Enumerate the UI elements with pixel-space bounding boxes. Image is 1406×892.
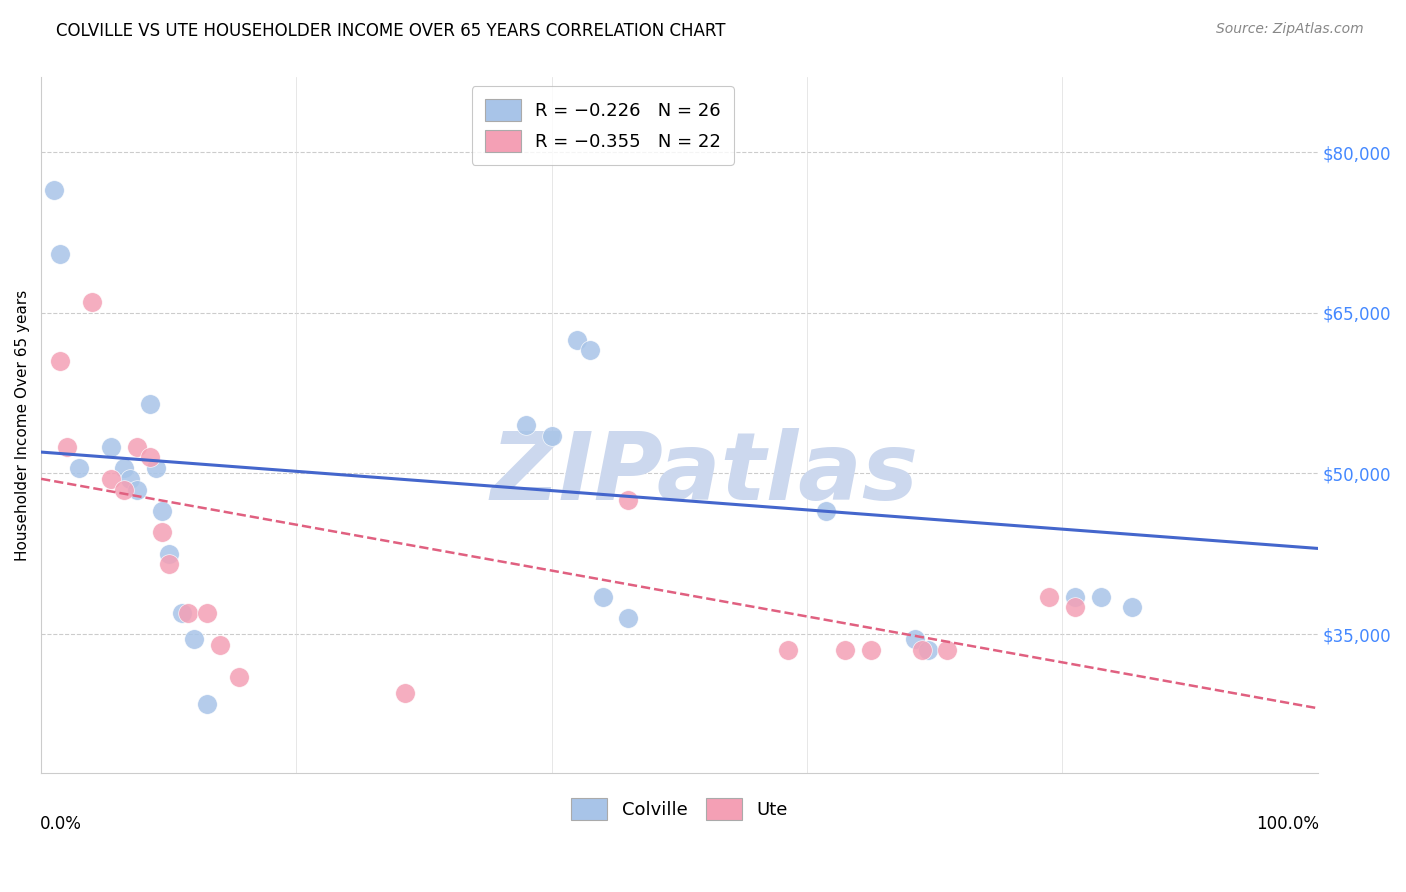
Colville <box>145 461 167 475</box>
Colville <box>1121 600 1143 615</box>
Ute <box>228 670 250 684</box>
Colville <box>157 547 180 561</box>
Colville <box>815 504 838 518</box>
Ute <box>125 440 148 454</box>
Text: COLVILLE VS UTE HOUSEHOLDER INCOME OVER 65 YEARS CORRELATION CHART: COLVILLE VS UTE HOUSEHOLDER INCOME OVER … <box>56 22 725 40</box>
Colville <box>100 440 122 454</box>
Colville <box>1064 590 1087 604</box>
Colville <box>138 397 160 411</box>
Colville <box>67 461 90 475</box>
Text: ZIPatlas: ZIPatlas <box>491 428 920 520</box>
Colville <box>592 590 614 604</box>
Colville <box>125 483 148 497</box>
Ute <box>617 493 640 508</box>
Ute <box>138 450 160 465</box>
Colville <box>49 247 72 261</box>
Ute <box>911 643 934 657</box>
Ute <box>776 643 799 657</box>
Colville <box>42 183 65 197</box>
Ute <box>112 483 135 497</box>
Ute <box>936 643 959 657</box>
Y-axis label: Householder Income Over 65 years: Householder Income Over 65 years <box>15 290 30 561</box>
Ute <box>100 472 122 486</box>
Ute <box>195 606 218 620</box>
Colville <box>917 643 939 657</box>
Ute <box>859 643 882 657</box>
Ute <box>150 525 173 540</box>
Text: Source: ZipAtlas.com: Source: ZipAtlas.com <box>1216 22 1364 37</box>
Ute <box>157 558 180 572</box>
Colville <box>904 632 927 647</box>
Ute <box>1064 600 1087 615</box>
Colville <box>120 472 142 486</box>
Ute <box>834 643 856 657</box>
Ute <box>1038 590 1060 604</box>
Colville <box>515 418 537 433</box>
Text: 0.0%: 0.0% <box>39 815 82 833</box>
Colville <box>617 611 640 625</box>
Colville <box>112 461 135 475</box>
Legend: Colville, Ute: Colville, Ute <box>564 790 794 827</box>
Colville <box>540 429 562 443</box>
Ute <box>208 638 231 652</box>
Ute <box>177 606 200 620</box>
Ute <box>394 686 416 700</box>
Colville <box>579 343 602 358</box>
Ute <box>55 440 77 454</box>
Colville <box>170 606 193 620</box>
Colville <box>567 333 589 347</box>
Colville <box>195 697 218 711</box>
Colville <box>1090 590 1112 604</box>
Ute <box>49 354 72 368</box>
Text: 100.0%: 100.0% <box>1256 815 1319 833</box>
Ute <box>82 295 104 310</box>
Colville <box>150 504 173 518</box>
Colville <box>183 632 205 647</box>
